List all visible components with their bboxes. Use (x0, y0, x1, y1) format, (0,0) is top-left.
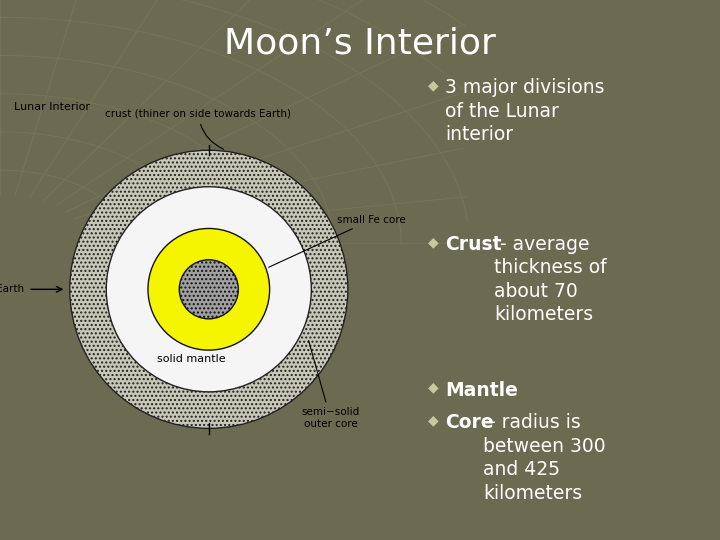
Circle shape (148, 228, 269, 350)
Text: 3 major divisions
of the Lunar
interior: 3 major divisions of the Lunar interior (445, 78, 605, 144)
Text: Core: Core (445, 413, 494, 432)
Text: Crust: Crust (445, 235, 501, 254)
Text: Lunar Interior: Lunar Interior (14, 102, 90, 112)
Text: ◆: ◆ (428, 381, 439, 395)
Text: ←—Earth: ←—Earth (0, 284, 24, 294)
Circle shape (107, 187, 311, 392)
Text: - radius is
between 300
and 425
kilometers: - radius is between 300 and 425 kilomete… (483, 413, 606, 503)
Circle shape (70, 150, 348, 428)
Text: crust (thiner on side towards Earth): crust (thiner on side towards Earth) (105, 109, 292, 149)
Text: small Fe core: small Fe core (269, 215, 406, 267)
Text: solid mantle: solid mantle (157, 354, 226, 364)
Text: ◆: ◆ (428, 413, 439, 427)
Text: Mantle: Mantle (445, 381, 518, 400)
Text: semi−solid
outer core: semi−solid outer core (302, 341, 359, 429)
Text: ◆: ◆ (428, 78, 439, 92)
Text: - average
thickness of
about 70
kilometers: - average thickness of about 70 kilomete… (494, 235, 606, 325)
Text: ◆: ◆ (428, 235, 439, 249)
Text: Moon’s Interior: Moon’s Interior (224, 27, 496, 61)
Circle shape (179, 260, 238, 319)
